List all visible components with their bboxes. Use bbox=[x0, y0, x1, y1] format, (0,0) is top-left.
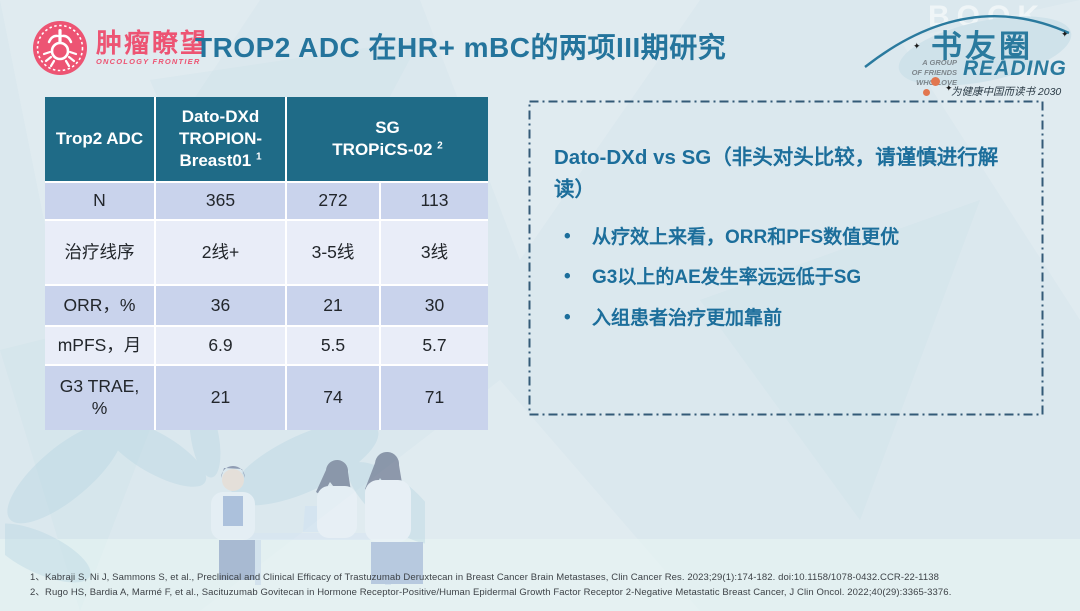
sg-header-line1: SG bbox=[375, 117, 400, 137]
table-cell: 30 bbox=[381, 286, 488, 325]
reference-1: 1、Kabraji S, Ni J, Sammons S, et al., Pr… bbox=[30, 572, 939, 583]
table-cell: 113 bbox=[381, 183, 488, 219]
comparison-table: Trop2 ADC Dato-DXd TROPION- Breast01 1 S… bbox=[45, 97, 488, 430]
tagline-line-2: OF FRIENDS bbox=[911, 68, 957, 78]
bottom-band bbox=[0, 539, 1080, 611]
table-corner-header: Trop2 ADC bbox=[45, 97, 154, 181]
table-cell: 365 bbox=[156, 183, 285, 219]
dato-header-line2: TROPION- bbox=[178, 128, 263, 148]
table-cell: 5.5 bbox=[287, 327, 379, 364]
row-label-g3-trae: G3 TRAE, % bbox=[45, 366, 154, 430]
references: 1、Kabraji S, Ni J, Sammons S, et al., Pr… bbox=[30, 570, 970, 600]
book-club-slogan: 为健康中国而读书 2030 bbox=[951, 86, 1062, 98]
table-cell: 74 bbox=[287, 366, 379, 430]
table-cell: 5.7 bbox=[381, 327, 488, 364]
table-cell: 36 bbox=[156, 286, 285, 325]
reference-2: 2、Rugo HS, Bardia A, Marmé F, et al., Sa… bbox=[30, 587, 952, 599]
table-cell: 71 bbox=[381, 366, 488, 430]
row-label-n: N bbox=[45, 183, 154, 219]
panel-bullet-3: 入组患者治疗更加靠前 bbox=[564, 306, 1016, 332]
table-cell: 272 bbox=[287, 183, 379, 219]
conclusion-panel: Dato-DXd vs SG（非头对头比较，请谨慎进行解读） 从疗效上来看，OR… bbox=[528, 100, 1044, 416]
sg-header-ref-sup: 2 bbox=[437, 140, 443, 152]
table-cell: 2线+ bbox=[156, 221, 285, 284]
tagline-line-1: A GROUP bbox=[922, 58, 957, 67]
book-club-name-cn: 书友圈 bbox=[931, 29, 1033, 64]
corner-header-label: Trop2 ADC bbox=[55, 128, 144, 148]
crab-logo-icon bbox=[33, 21, 87, 75]
panel-heading: Dato-DXd vs SG（非头对头比较，请谨慎进行解读） bbox=[554, 146, 999, 201]
dashed-border bbox=[528, 100, 1044, 416]
row-label-orr: ORR，% bbox=[45, 286, 154, 325]
dato-header-line1: Dato-DXd bbox=[181, 106, 260, 126]
diamond-spark-icon: ✦ bbox=[1061, 29, 1069, 39]
book-club-tagline: A GROUP OF FRIENDS WHO LOVE bbox=[869, 58, 957, 88]
page-title: TROP2 ADC 在HR+ mBC的两项III期研究 bbox=[195, 32, 727, 63]
sg-header-line2: TROPiCS-02 bbox=[332, 140, 433, 159]
row-label-mpfs: mPFS，月 bbox=[45, 327, 154, 364]
swoosh-icon bbox=[864, 15, 1072, 86]
table-cell: 21 bbox=[156, 366, 285, 430]
orange-accent-dot bbox=[923, 89, 930, 96]
oncology-frontier-name-cn: 肿瘤瞭望 bbox=[96, 27, 209, 58]
tagline-line-3: WHO LOVE bbox=[916, 78, 957, 88]
table-cell: 6.9 bbox=[156, 327, 285, 364]
table-header-dato: Dato-DXd TROPION- Breast01 1 bbox=[156, 97, 285, 181]
book-club-name-en: READING bbox=[963, 57, 1067, 80]
dato-header-ref-sup: 1 bbox=[256, 151, 262, 163]
table-cell: 3线 bbox=[381, 221, 488, 284]
diamond-spark-icon: ✦ bbox=[945, 83, 953, 93]
table-cell: 3-5线 bbox=[287, 221, 379, 284]
table-header-sg: SG TROPiCS-02 2 bbox=[287, 97, 488, 181]
diamond-spark-icon: ✦ bbox=[913, 41, 921, 51]
oncology-frontier-logo: 肿瘤瞭望 ONCOLOGY FRONTIER bbox=[32, 20, 208, 76]
panel-bullet-1: 从疗效上来看，ORR和PFS数值更优 bbox=[564, 225, 1016, 251]
table-cell: 21 bbox=[287, 286, 379, 325]
orange-accent-dot bbox=[931, 77, 940, 86]
oncology-frontier-name-en: ONCOLOGY FRONTIER bbox=[96, 57, 201, 67]
panel-bullet-2: G3以上的AE发生率远远低于SG bbox=[564, 265, 1016, 291]
book-club-logo: 书友圈 READING A GROUP OF FRIENDS WHO LOVE … bbox=[857, 5, 1075, 98]
panel-bullet-list: 从疗效上来看，ORR和PFS数值更优 G3以上的AE发生率远远低于SG 入组患者… bbox=[554, 225, 1016, 332]
dato-header-line3: Breast01 bbox=[179, 151, 252, 171]
row-label-treatment-line: 治疗线序 bbox=[45, 221, 154, 284]
